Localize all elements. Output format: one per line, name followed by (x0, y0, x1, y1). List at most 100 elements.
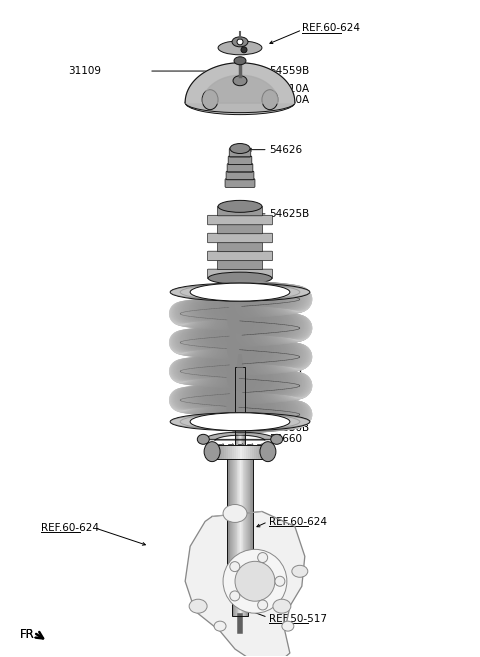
Bar (242, 596, 243, 616)
FancyBboxPatch shape (229, 148, 251, 157)
Ellipse shape (292, 565, 308, 578)
Bar (218, 445, 220, 459)
Bar (235, 367, 245, 451)
Bar (237, 453, 238, 596)
Bar (238, 445, 240, 459)
Bar (242, 367, 243, 451)
FancyBboxPatch shape (226, 171, 254, 180)
FancyBboxPatch shape (217, 224, 263, 234)
Ellipse shape (223, 505, 247, 522)
Bar (256, 445, 258, 459)
Bar (262, 445, 264, 459)
Bar (241, 596, 242, 616)
Text: REF.60-624: REF.60-624 (269, 517, 327, 527)
Bar (250, 453, 251, 596)
Ellipse shape (258, 553, 268, 562)
FancyBboxPatch shape (228, 156, 252, 165)
Text: 54633: 54633 (269, 365, 302, 374)
Ellipse shape (223, 549, 287, 613)
Ellipse shape (241, 47, 247, 53)
Bar (232, 596, 233, 616)
Bar (232, 596, 248, 616)
Ellipse shape (180, 414, 300, 430)
Bar (244, 453, 245, 596)
Bar (252, 445, 254, 459)
Bar (246, 596, 247, 616)
Text: 54630S: 54630S (269, 294, 308, 304)
Ellipse shape (218, 41, 262, 55)
Bar (236, 453, 237, 596)
Bar (239, 453, 240, 596)
Text: REF.50-517: REF.50-517 (269, 614, 327, 624)
FancyBboxPatch shape (207, 233, 273, 242)
Ellipse shape (170, 413, 310, 431)
Ellipse shape (190, 283, 290, 301)
Bar (233, 453, 234, 596)
Bar (244, 367, 245, 451)
Bar (245, 596, 246, 616)
Bar (245, 453, 246, 596)
Bar (244, 596, 245, 616)
FancyBboxPatch shape (225, 179, 255, 187)
Bar (246, 453, 247, 596)
Ellipse shape (234, 57, 246, 65)
Ellipse shape (170, 414, 310, 430)
Ellipse shape (262, 90, 278, 110)
Bar (243, 367, 244, 451)
Bar (251, 453, 252, 596)
Bar (247, 453, 248, 596)
Bar (240, 453, 241, 596)
Bar (232, 453, 233, 596)
Bar (224, 445, 226, 459)
Bar (230, 453, 231, 596)
Ellipse shape (260, 442, 276, 462)
Ellipse shape (233, 76, 247, 85)
Bar (210, 445, 212, 459)
Ellipse shape (282, 621, 294, 631)
Bar (220, 445, 222, 459)
Ellipse shape (185, 91, 295, 114)
Bar (235, 453, 236, 596)
Text: REF.60-624: REF.60-624 (41, 523, 99, 533)
Bar (249, 453, 250, 596)
Bar (234, 453, 235, 596)
Bar (212, 445, 214, 459)
Text: FR.: FR. (20, 628, 38, 641)
Text: 54650B: 54650B (269, 423, 309, 433)
Bar (210, 445, 270, 459)
Bar (230, 445, 232, 459)
Bar (250, 445, 252, 459)
Polygon shape (185, 63, 295, 102)
Ellipse shape (232, 37, 248, 47)
Bar (216, 445, 218, 459)
Bar (238, 453, 239, 596)
Bar (258, 445, 260, 459)
Polygon shape (204, 432, 276, 440)
Bar (236, 596, 237, 616)
Ellipse shape (230, 591, 240, 601)
Bar (236, 367, 237, 451)
Bar (227, 453, 253, 596)
Ellipse shape (185, 93, 295, 112)
Bar (268, 445, 270, 459)
Bar (246, 445, 248, 459)
Ellipse shape (170, 284, 310, 300)
Bar (260, 445, 262, 459)
Bar (231, 453, 232, 596)
Bar (240, 445, 242, 459)
FancyBboxPatch shape (227, 164, 253, 172)
Bar (248, 453, 249, 596)
Bar (244, 445, 246, 459)
Text: 54660: 54660 (269, 434, 302, 443)
Ellipse shape (170, 283, 310, 301)
Bar (232, 445, 234, 459)
Bar (228, 453, 229, 596)
Bar (227, 453, 228, 596)
Bar (254, 445, 256, 459)
FancyBboxPatch shape (207, 269, 273, 279)
Bar (237, 596, 238, 616)
Bar (226, 445, 228, 459)
Ellipse shape (204, 442, 220, 462)
Text: 31109: 31109 (68, 66, 101, 76)
Bar (222, 445, 224, 459)
